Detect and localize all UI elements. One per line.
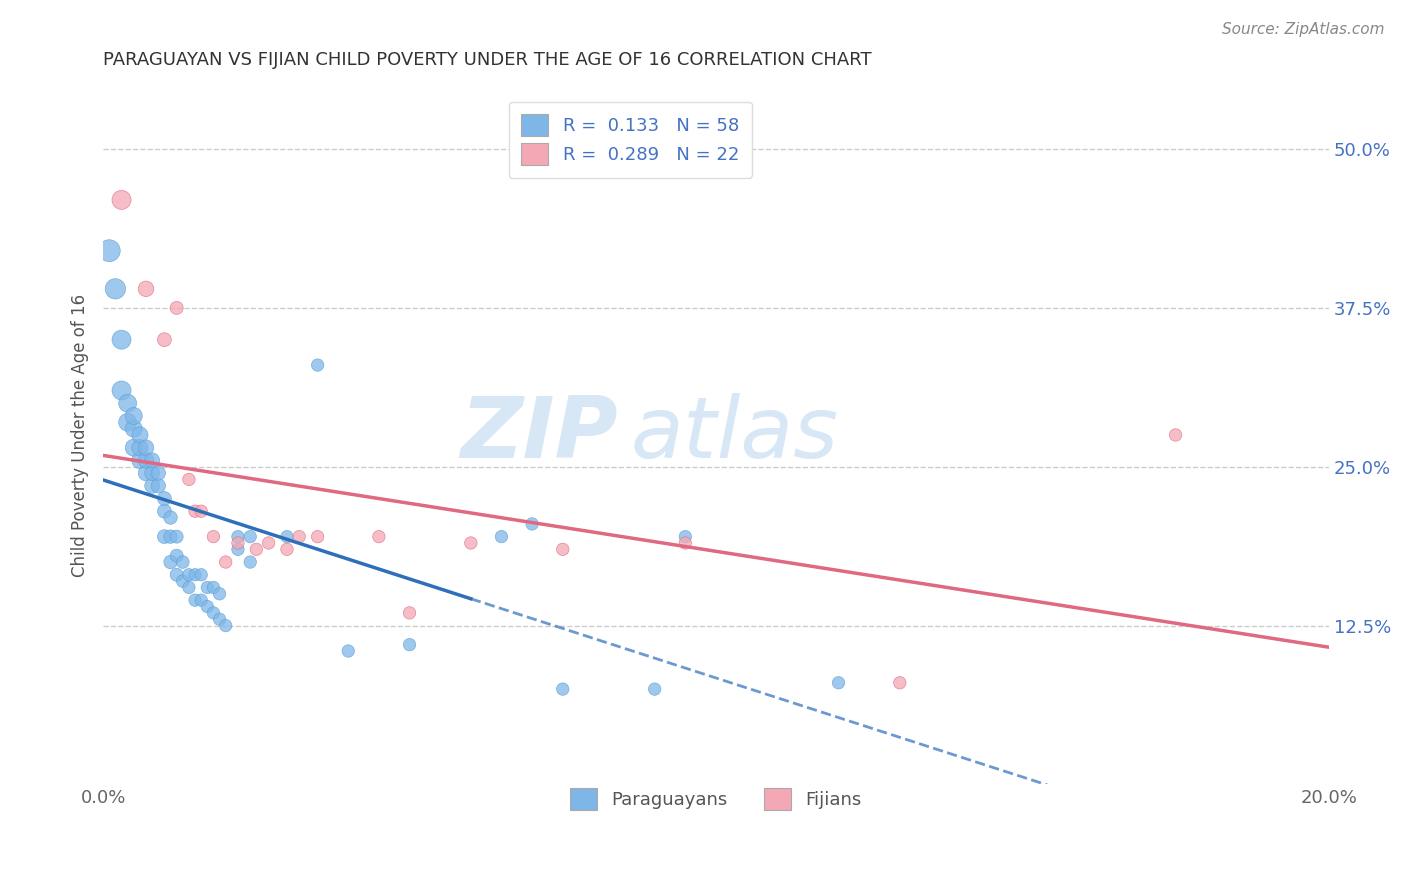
Point (551, 542, 574, 557)
Point (337, 644, 360, 658)
Point (153, 491, 176, 506)
Point (110, 193, 132, 207)
Point (177, 567, 200, 582)
Point (460, 536, 482, 550)
Point (166, 549, 188, 563)
Point (129, 453, 152, 467)
Point (159, 555, 181, 569)
Point (195, 599, 218, 614)
Point (551, 682, 574, 697)
Point (104, 282, 127, 296)
Point (491, 530, 513, 544)
Point (153, 333, 176, 347)
Point (135, 466, 157, 480)
Point (117, 396, 139, 410)
Point (135, 441, 157, 455)
Point (141, 479, 163, 493)
Point (166, 301, 188, 315)
Point (276, 542, 298, 557)
Point (122, 422, 145, 436)
Point (398, 606, 420, 620)
Y-axis label: Child Poverty Under the Age of 16: Child Poverty Under the Age of 16 (72, 293, 89, 576)
Point (307, 358, 329, 372)
Point (1164, 428, 1187, 442)
Point (177, 472, 200, 486)
Point (226, 530, 249, 544)
Point (184, 593, 207, 607)
Point (141, 453, 163, 467)
Point (520, 516, 543, 531)
Point (129, 428, 152, 442)
Point (398, 638, 420, 652)
Point (172, 574, 194, 588)
Point (148, 466, 170, 480)
Point (153, 530, 176, 544)
Point (177, 581, 200, 595)
Point (307, 530, 329, 544)
Point (644, 682, 666, 697)
Point (172, 555, 194, 569)
Point (135, 282, 157, 296)
Point (215, 555, 238, 569)
Point (215, 618, 238, 632)
Legend: Paraguayans, Fijians: Paraguayans, Fijians (555, 773, 876, 824)
Point (122, 441, 145, 455)
Text: PARAGUAYAN VS FIJIAN CHILD POVERTY UNDER THE AGE OF 16 CORRELATION CHART: PARAGUAYAN VS FIJIAN CHILD POVERTY UNDER… (103, 51, 872, 69)
Point (889, 675, 911, 690)
Point (110, 333, 132, 347)
Point (202, 530, 225, 544)
Point (202, 606, 225, 620)
Point (184, 504, 207, 518)
Point (827, 675, 849, 690)
Point (190, 593, 212, 607)
Point (141, 466, 163, 480)
Point (367, 530, 389, 544)
Point (245, 542, 267, 557)
Point (166, 530, 188, 544)
Point (208, 587, 231, 601)
Point (226, 536, 249, 550)
Point (159, 530, 181, 544)
Point (673, 536, 696, 550)
Point (153, 504, 176, 518)
Point (226, 542, 249, 557)
Point (257, 536, 280, 550)
Point (122, 409, 145, 423)
Point (129, 441, 152, 455)
Text: ZIP: ZIP (460, 393, 617, 476)
Point (184, 567, 207, 582)
Point (148, 479, 170, 493)
Point (135, 453, 157, 467)
Point (288, 530, 311, 544)
Point (239, 555, 262, 569)
Point (195, 581, 218, 595)
Point (166, 567, 188, 582)
Point (110, 384, 132, 398)
Point (98, 244, 121, 258)
Point (239, 530, 262, 544)
Point (190, 567, 212, 582)
Point (117, 415, 139, 429)
Point (202, 581, 225, 595)
Point (276, 530, 298, 544)
Text: atlas: atlas (630, 393, 838, 476)
Point (673, 530, 696, 544)
Point (190, 504, 212, 518)
Point (208, 612, 231, 626)
Text: Source: ZipAtlas.com: Source: ZipAtlas.com (1222, 22, 1385, 37)
Point (159, 510, 181, 524)
